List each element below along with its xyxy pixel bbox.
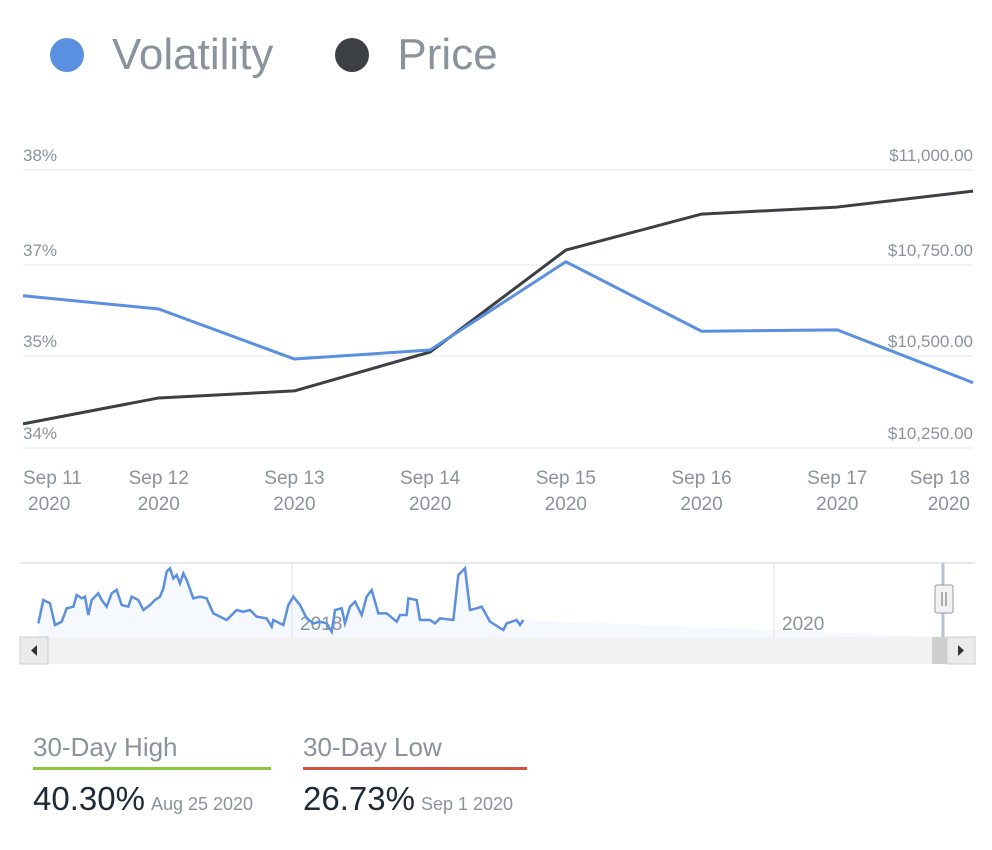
x-axis-tick-year: 2020 xyxy=(28,494,70,515)
legend-label: Price xyxy=(397,30,498,79)
legend-item-price[interactable]: Price xyxy=(335,30,498,80)
x-axis-tick-year: 2020 xyxy=(138,494,180,515)
x-axis-tick-year: 2020 xyxy=(409,494,451,515)
x-axis-tick: Sep 14 xyxy=(400,468,461,489)
x-axis-tick: Sep 17 xyxy=(807,468,867,489)
left-axis-tick: 34% xyxy=(23,424,57,443)
right-axis-tick: $10,750.00 xyxy=(888,241,973,260)
x-axis-tick: Sep 11 xyxy=(23,468,82,489)
legend-label: Volatility xyxy=(112,30,274,79)
stat-date: Aug 25 2020 xyxy=(150,794,254,814)
x-axis-tick-year: 2020 xyxy=(545,494,587,515)
x-axis-tick: Sep 12 xyxy=(129,468,189,489)
left-axis-tick: 35% xyxy=(23,332,57,351)
navigator-year-label: 2020 xyxy=(782,614,824,635)
series-line-price xyxy=(22,189,974,426)
stat-value: 40.30% xyxy=(33,780,145,817)
right-axis-tick: $10,500.00 xyxy=(888,332,973,351)
left-axis-tick: 38% xyxy=(23,146,57,165)
navigator-series xyxy=(37,565,525,636)
volatility-dot-icon xyxy=(50,38,84,72)
series-line-volatility xyxy=(22,260,974,385)
legend: Volatility Price xyxy=(50,30,560,80)
x-axis-tick-year: 2020 xyxy=(928,494,970,515)
price-dot-icon xyxy=(335,38,370,72)
x-axis-tick: Sep 16 xyxy=(671,468,731,489)
x-axis-tick-year: 2020 xyxy=(680,494,722,515)
x-axis-tick: Sep 15 xyxy=(536,468,596,489)
stat-date: Sep 1 2020 xyxy=(420,794,514,814)
arrow-right-icon xyxy=(958,645,964,656)
left-axis-tick: 37% xyxy=(23,241,57,260)
right-axis-tick: $11,000.00 xyxy=(889,146,973,165)
arrow-left-icon xyxy=(31,645,37,656)
chart: 38% $11,000.00 37% $10,750.00 35% $10,500.00 3… xyxy=(19,146,976,665)
scrollbar-track[interactable] xyxy=(20,637,975,664)
stat-value: 26.73% xyxy=(303,780,415,817)
right-axis-tick: $10,250.00 xyxy=(888,424,973,443)
stat-label: 30-Day Low xyxy=(303,732,527,770)
navigator-area xyxy=(38,568,943,637)
navigator-handle[interactable] xyxy=(934,584,954,614)
scrollbar-thumb[interactable] xyxy=(932,637,947,664)
stat-30-day-high: 30-Day High 40.30% Aug 25 2020 xyxy=(33,732,271,818)
x-axis-tick: Sep 13 xyxy=(264,468,324,489)
x-axis-tick: Sep 18 xyxy=(910,468,970,489)
x-axis-tick-year: 2020 xyxy=(273,494,315,515)
stat-label: 30-Day High xyxy=(33,732,271,770)
legend-item-volatility[interactable]: Volatility xyxy=(50,30,273,80)
x-axis-tick-year: 2020 xyxy=(816,494,858,515)
stat-30-day-low: 30-Day Low 26.73% Sep 1 2020 xyxy=(303,732,527,818)
